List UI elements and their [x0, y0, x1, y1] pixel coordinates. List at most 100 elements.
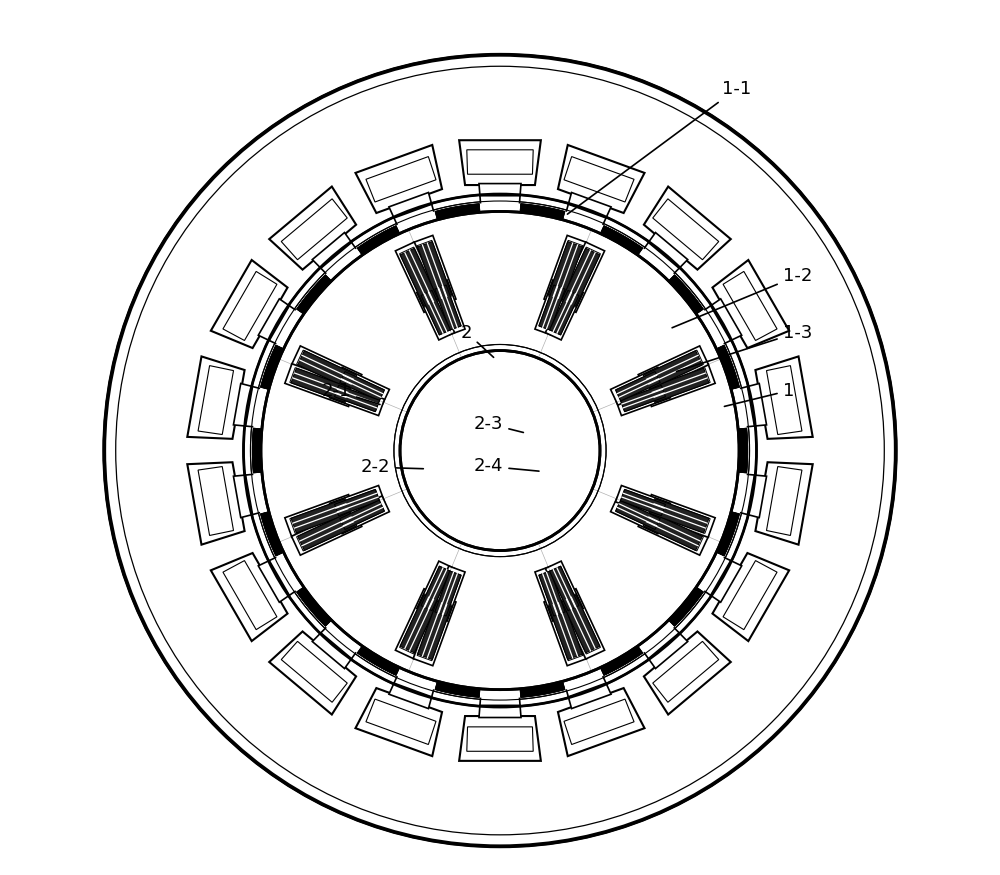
Polygon shape — [545, 561, 583, 616]
Polygon shape — [400, 247, 439, 307]
Polygon shape — [211, 260, 288, 348]
Polygon shape — [211, 553, 288, 641]
Polygon shape — [644, 275, 703, 334]
Polygon shape — [413, 595, 456, 666]
Polygon shape — [260, 345, 315, 398]
Polygon shape — [285, 364, 356, 407]
Polygon shape — [620, 385, 665, 411]
Polygon shape — [548, 601, 582, 660]
Polygon shape — [233, 383, 253, 426]
Polygon shape — [548, 242, 582, 300]
Polygon shape — [648, 233, 688, 269]
Polygon shape — [389, 192, 432, 218]
Polygon shape — [459, 716, 541, 761]
Polygon shape — [562, 595, 600, 653]
Polygon shape — [258, 561, 289, 602]
Polygon shape — [281, 641, 347, 703]
Polygon shape — [747, 475, 767, 518]
Polygon shape — [747, 383, 767, 426]
Polygon shape — [586, 226, 643, 284]
Polygon shape — [435, 285, 461, 330]
Polygon shape — [297, 567, 356, 626]
Polygon shape — [517, 648, 565, 697]
Polygon shape — [355, 145, 442, 213]
Polygon shape — [611, 496, 665, 534]
Polygon shape — [711, 561, 742, 602]
Polygon shape — [712, 553, 789, 641]
Polygon shape — [586, 618, 643, 676]
Text: 1: 1 — [724, 382, 794, 406]
Polygon shape — [340, 500, 384, 529]
Polygon shape — [335, 489, 380, 515]
Polygon shape — [431, 566, 465, 621]
Polygon shape — [649, 368, 710, 402]
Polygon shape — [435, 204, 483, 254]
Polygon shape — [187, 356, 245, 439]
Polygon shape — [539, 285, 565, 330]
Polygon shape — [638, 507, 708, 555]
Polygon shape — [723, 561, 777, 630]
Polygon shape — [400, 595, 438, 653]
Polygon shape — [291, 499, 349, 533]
Polygon shape — [187, 462, 245, 544]
Polygon shape — [685, 345, 740, 398]
Polygon shape — [586, 226, 643, 284]
Polygon shape — [340, 372, 384, 401]
Polygon shape — [395, 242, 443, 312]
Polygon shape — [418, 242, 452, 300]
Polygon shape — [435, 648, 483, 697]
Polygon shape — [357, 618, 414, 676]
Polygon shape — [723, 271, 777, 340]
Polygon shape — [558, 145, 645, 213]
Polygon shape — [561, 594, 600, 654]
Polygon shape — [417, 241, 452, 301]
Polygon shape — [421, 566, 450, 611]
Polygon shape — [550, 290, 579, 335]
Polygon shape — [644, 567, 703, 626]
Polygon shape — [292, 346, 362, 394]
Polygon shape — [260, 503, 315, 556]
Polygon shape — [616, 372, 660, 401]
Polygon shape — [653, 641, 719, 703]
Polygon shape — [711, 299, 742, 340]
Text: 2-2: 2-2 — [361, 458, 423, 476]
Polygon shape — [616, 500, 660, 529]
Polygon shape — [297, 350, 357, 389]
Polygon shape — [703, 428, 748, 473]
Polygon shape — [335, 368, 389, 405]
Polygon shape — [467, 150, 533, 174]
Polygon shape — [620, 489, 665, 515]
Text: 2-4: 2-4 — [474, 458, 539, 475]
Text: 2: 2 — [461, 324, 494, 357]
Polygon shape — [562, 248, 600, 306]
Polygon shape — [653, 199, 719, 260]
Polygon shape — [539, 285, 565, 330]
Polygon shape — [644, 494, 715, 537]
Polygon shape — [615, 486, 670, 520]
Polygon shape — [685, 503, 740, 556]
Polygon shape — [335, 489, 380, 515]
Polygon shape — [517, 204, 565, 254]
Polygon shape — [252, 428, 297, 473]
Polygon shape — [285, 494, 356, 537]
Polygon shape — [435, 204, 483, 254]
Polygon shape — [564, 699, 634, 745]
Polygon shape — [223, 271, 277, 340]
Polygon shape — [395, 589, 443, 659]
Polygon shape — [223, 561, 277, 630]
Polygon shape — [615, 382, 670, 416]
Polygon shape — [564, 157, 634, 202]
Polygon shape — [258, 299, 289, 340]
Polygon shape — [648, 633, 688, 668]
Circle shape — [400, 351, 600, 550]
Polygon shape — [340, 372, 384, 401]
Polygon shape — [366, 157, 436, 202]
Polygon shape — [651, 499, 709, 533]
Polygon shape — [417, 600, 452, 661]
Polygon shape — [335, 385, 380, 411]
Polygon shape — [568, 683, 611, 709]
Polygon shape — [357, 618, 414, 676]
Polygon shape — [269, 632, 356, 715]
Polygon shape — [644, 186, 731, 270]
Polygon shape — [357, 226, 414, 284]
